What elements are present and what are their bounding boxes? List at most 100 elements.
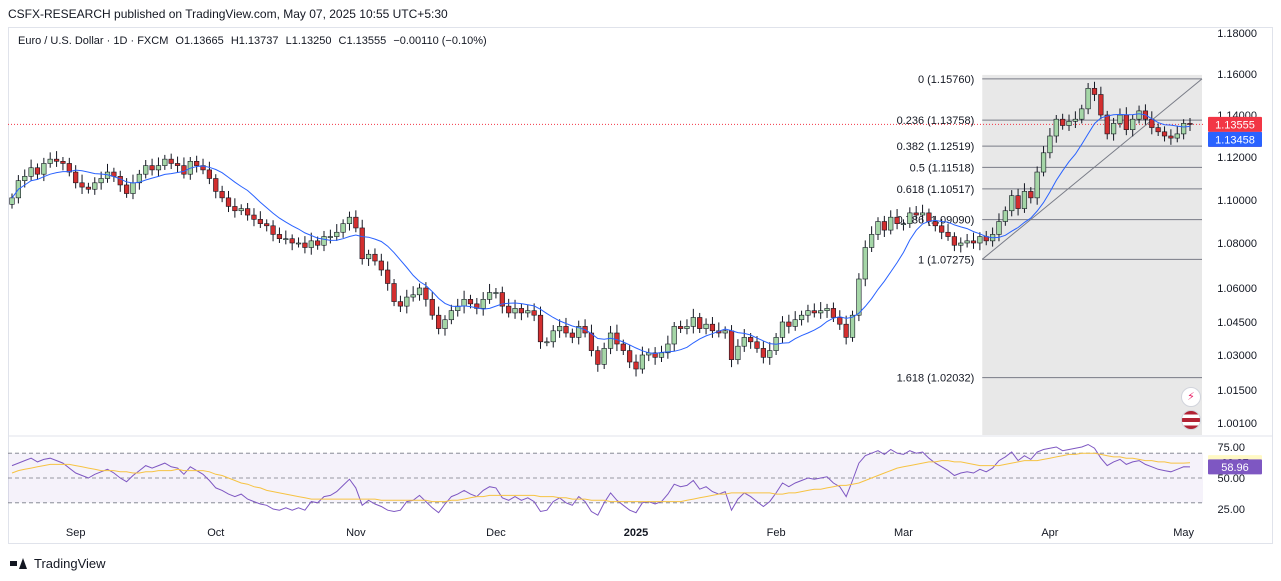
candle	[1028, 187, 1034, 204]
candle	[34, 163, 41, 180]
candle-down	[811, 310, 817, 314]
candle	[900, 219, 907, 231]
candle-down	[397, 301, 404, 307]
footer-brand[interactable]: TradingView	[34, 556, 106, 571]
rsi-badge-text: 58.96	[1221, 462, 1249, 474]
candle	[327, 229, 333, 244]
candle-down	[1168, 135, 1174, 139]
y-tick-label: 1.04500	[1217, 317, 1257, 329]
candle-up	[690, 317, 696, 327]
candle-up	[28, 167, 34, 177]
candle-down	[219, 191, 225, 199]
candle	[289, 234, 295, 251]
candle	[658, 345, 665, 362]
candle	[881, 215, 887, 237]
candle	[1015, 188, 1021, 216]
candle	[627, 344, 633, 369]
candle-up	[601, 348, 607, 365]
candle-up	[283, 238, 289, 240]
candle-up	[1181, 123, 1187, 135]
rsi-y-tick-label: 75.00	[1217, 442, 1245, 454]
candle-up	[295, 242, 302, 245]
candle	[213, 174, 219, 199]
candle	[219, 185, 225, 203]
candle-up	[703, 323, 709, 329]
rsi-y-tick-label: 25.00	[1217, 504, 1245, 516]
candle	[480, 292, 486, 316]
candle-down	[85, 186, 92, 190]
candle-up	[977, 236, 983, 244]
candle-up	[525, 310, 531, 314]
candle-down	[786, 321, 792, 327]
candle-up	[792, 319, 798, 327]
candle-down	[391, 283, 397, 302]
candle-up	[493, 292, 499, 294]
candle	[1002, 206, 1008, 226]
candle	[155, 157, 162, 177]
candle-up	[576, 326, 582, 338]
candle	[862, 240, 868, 287]
fib-label: 0.236 (1.13758)	[897, 115, 975, 127]
fib-label: 0.618 (1.10517)	[897, 184, 975, 196]
rsi-badge-bg	[1208, 459, 1262, 475]
candle-up	[964, 240, 970, 244]
candle-up	[665, 343, 671, 354]
candle-down	[537, 314, 544, 343]
fib-label: 0.382 (1.12519)	[897, 141, 975, 153]
candle	[493, 288, 499, 299]
candle	[919, 204, 926, 222]
candle	[79, 174, 85, 194]
candle	[346, 211, 353, 231]
fib-label: 1.618 (1.02032)	[897, 373, 975, 385]
last-price-badge: 1.13555	[1208, 116, 1262, 132]
candle	[588, 324, 595, 357]
candle	[716, 322, 722, 338]
y-tick-label: 1.10000	[1217, 195, 1257, 207]
candle-down	[73, 171, 79, 184]
candle-up	[486, 292, 493, 300]
candle	[315, 236, 321, 250]
candle-up	[136, 173, 142, 184]
candle-up	[900, 223, 907, 225]
legend-symbol[interactable]: Euro / U.S. Dollar · 1D · FXCM	[18, 35, 169, 47]
candle-up	[1079, 108, 1085, 120]
x-tick-label: May	[1173, 527, 1194, 539]
candle-down	[385, 269, 391, 284]
candle	[365, 249, 372, 266]
candle-down	[951, 236, 957, 246]
candle	[499, 286, 505, 314]
candle-down	[1028, 191, 1034, 199]
candle	[448, 304, 454, 325]
lightning-icon[interactable]: ⚡	[1181, 387, 1201, 407]
candle-down	[206, 169, 212, 179]
candle	[595, 346, 601, 372]
us-flag-icon[interactable]	[1181, 410, 1201, 430]
candle	[391, 279, 397, 307]
candle-down	[181, 165, 187, 175]
candle	[359, 219, 365, 265]
y-tick-label: 1.12000	[1217, 152, 1257, 164]
legend-low: L1.13250	[285, 35, 332, 47]
candle	[238, 204, 244, 216]
candle-down	[289, 238, 295, 244]
chart-legend: Euro / U.S. Dollar · 1D · FXCM O1.13665 …	[18, 35, 491, 47]
candle-up	[1066, 121, 1072, 126]
candle	[569, 328, 575, 344]
candle-down	[372, 253, 378, 262]
candle-down	[945, 231, 951, 237]
candle	[429, 292, 435, 320]
candle	[824, 303, 830, 318]
y-tick-label: 1.00100	[1217, 418, 1257, 430]
x-tick-label: Oct	[207, 527, 224, 539]
candle-up	[1110, 123, 1117, 135]
candle	[690, 308, 696, 334]
candle-down	[436, 314, 442, 329]
candle	[607, 325, 614, 355]
footer: TradingView	[10, 556, 106, 571]
rsi-badge: 58.96	[1208, 459, 1262, 475]
candle	[760, 341, 766, 364]
candle-up	[1130, 118, 1136, 130]
candle-down	[652, 352, 658, 358]
fib-label: 1 (1.07275)	[918, 254, 974, 266]
